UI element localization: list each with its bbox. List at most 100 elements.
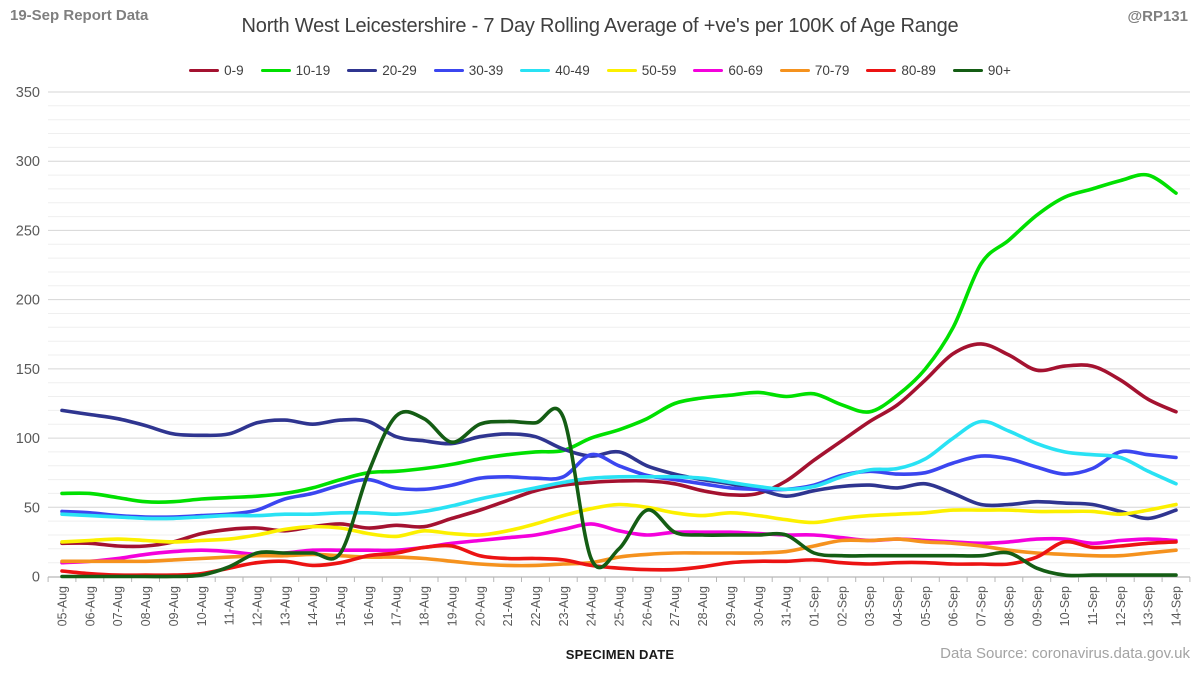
y-tick-label: 250: [16, 223, 40, 239]
y-tick-label: 200: [16, 293, 40, 309]
chart-title: North West Leicestershire - 7 Day Rollin…: [241, 15, 959, 37]
x-tick-label: 10-Sep: [1058, 586, 1072, 626]
legend-item-0-9: 0-9: [189, 63, 244, 78]
x-tick-label: 25-Aug: [613, 586, 627, 626]
x-tick-label: 18-Aug: [418, 586, 432, 626]
legend-swatch-icon: [520, 68, 551, 73]
x-tick-label: 01-Sep: [808, 586, 822, 626]
legend-label: 0-9: [224, 63, 244, 78]
x-tick-label: 14-Sep: [1170, 586, 1184, 626]
legend-label: 50-59: [641, 63, 677, 78]
x-tick-label: 27-Aug: [668, 586, 682, 626]
x-tick-label: 20-Aug: [473, 586, 487, 626]
legend-item-90plus: 90+: [952, 63, 1011, 78]
x-tick-label: 08-Sep: [1002, 586, 1016, 626]
series-lines: [60, 172, 1178, 579]
y-grid-major: [48, 91, 1190, 508]
twitter-handle: @RP131: [1127, 8, 1189, 25]
legend-item-30-39: 30-39: [433, 63, 504, 78]
legend-item-80-89: 80-89: [866, 63, 936, 78]
y-tick-labels: 0 50 100 150 200 250 300 350: [16, 85, 40, 586]
x-tick-label: 26-Aug: [640, 586, 654, 626]
legend-swatch-icon: [260, 68, 291, 73]
x-tick-label: 28-Aug: [696, 586, 710, 626]
series-line-30-39: [60, 449, 1178, 519]
x-tick-label: 22-Aug: [529, 586, 543, 626]
x-tick-label: 09-Aug: [167, 586, 181, 626]
x-tick-label: 24-Aug: [585, 586, 599, 626]
legend-item-20-29: 20-29: [347, 63, 417, 78]
x-tick-label: 15-Aug: [334, 586, 348, 626]
y-tick-label: 0: [32, 570, 40, 586]
x-tick-label: 03-Sep: [863, 586, 877, 626]
legend-swatch-icon: [952, 68, 983, 73]
x-tick-label: 06-Aug: [83, 586, 97, 626]
legend-swatch-icon: [693, 68, 724, 73]
x-tick-label: 21-Aug: [501, 586, 515, 626]
series-line-50-59: [60, 502, 1178, 544]
x-tick-label: 13-Sep: [1142, 586, 1156, 626]
legend-label: 20-29: [382, 63, 417, 78]
y-tick-label: 350: [16, 85, 40, 101]
legend-label: 60-69: [728, 63, 763, 78]
legend-swatch-icon: [189, 68, 220, 73]
x-tick-label: 06-Sep: [947, 586, 961, 626]
legend-label: 90+: [987, 63, 1011, 78]
legend-item-50-59: 50-59: [606, 63, 677, 78]
x-tick-label: 14-Aug: [306, 586, 320, 626]
legend-label: 80-89: [901, 63, 936, 78]
x-tick-labels: 05-Aug 06-Aug 07-Aug 08-Aug 09-Aug 10-Aug 11-A…: [56, 586, 1184, 626]
x-tick-label: 11-Aug: [223, 586, 237, 625]
y-tick-label: 50: [24, 500, 40, 516]
legend-swatch-icon: [866, 68, 897, 73]
legend-label: 10-19: [295, 63, 331, 78]
x-tick-label: 04-Sep: [891, 586, 905, 626]
x-tick-label: 13-Aug: [278, 586, 292, 626]
x-tick-label: 12-Aug: [251, 586, 265, 626]
legend-label: 30-39: [468, 63, 504, 78]
x-tick-label: 05-Aug: [56, 586, 70, 626]
x-tick-label: 07-Sep: [975, 586, 989, 626]
y-tick-label: 100: [16, 431, 40, 447]
legend-item-70-79: 70-79: [779, 63, 850, 78]
x-tick-label: 11-Sep: [1086, 586, 1100, 625]
x-tick-label: 19-Aug: [445, 586, 459, 626]
x-tick-label: 17-Aug: [390, 586, 404, 626]
legend-item-10-19: 10-19: [260, 63, 331, 78]
x-axis-ticks: [47, 577, 1191, 582]
legend-item-60-69: 60-69: [693, 63, 763, 78]
y-tick-label: 150: [16, 362, 40, 378]
series-line-90plus: [60, 406, 1178, 579]
x-tick-label: 09-Sep: [1030, 586, 1044, 626]
legend-swatch-icon: [779, 68, 810, 73]
x-tick-label: 02-Sep: [835, 586, 849, 626]
series-line-0-9: [60, 342, 1178, 549]
series-line-40-49: [60, 419, 1178, 521]
x-tick-label: 05-Sep: [919, 586, 933, 626]
x-tick-label: 08-Aug: [139, 586, 153, 626]
x-tick-label: 12-Sep: [1114, 586, 1128, 626]
x-tick-label: 10-Aug: [195, 586, 209, 626]
series-line-60-69: [60, 522, 1178, 565]
data-source: Data Source: coronavirus.data.gov.uk: [940, 645, 1190, 662]
x-tick-label: 29-Aug: [724, 586, 738, 626]
legend: 0-9 10-19 20-29 30-39 40-49 50-59 60-69 70-79 80…: [0, 63, 1200, 78]
y-tick-label: 300: [16, 154, 40, 170]
x-tick-label: 30-Aug: [752, 586, 766, 626]
x-axis-title: SPECIMEN DATE: [565, 647, 675, 662]
series-line-20-29: [60, 408, 1178, 521]
y-grid-minor: [48, 105, 1190, 564]
legend-swatch-icon: [433, 68, 464, 73]
legend-label: 40-49: [555, 63, 590, 78]
legend-item-40-49: 40-49: [520, 63, 590, 78]
x-tick-label: 16-Aug: [362, 586, 376, 626]
legend-swatch-icon: [606, 68, 637, 73]
x-tick-label: 07-Aug: [111, 586, 125, 626]
report-note: 19-Sep Report Data: [10, 7, 149, 24]
legend-label: 70-79: [814, 63, 850, 78]
x-tick-label: 31-Aug: [780, 586, 794, 626]
legend-swatch-icon: [347, 68, 378, 73]
x-tick-label: 23-Aug: [557, 586, 571, 626]
